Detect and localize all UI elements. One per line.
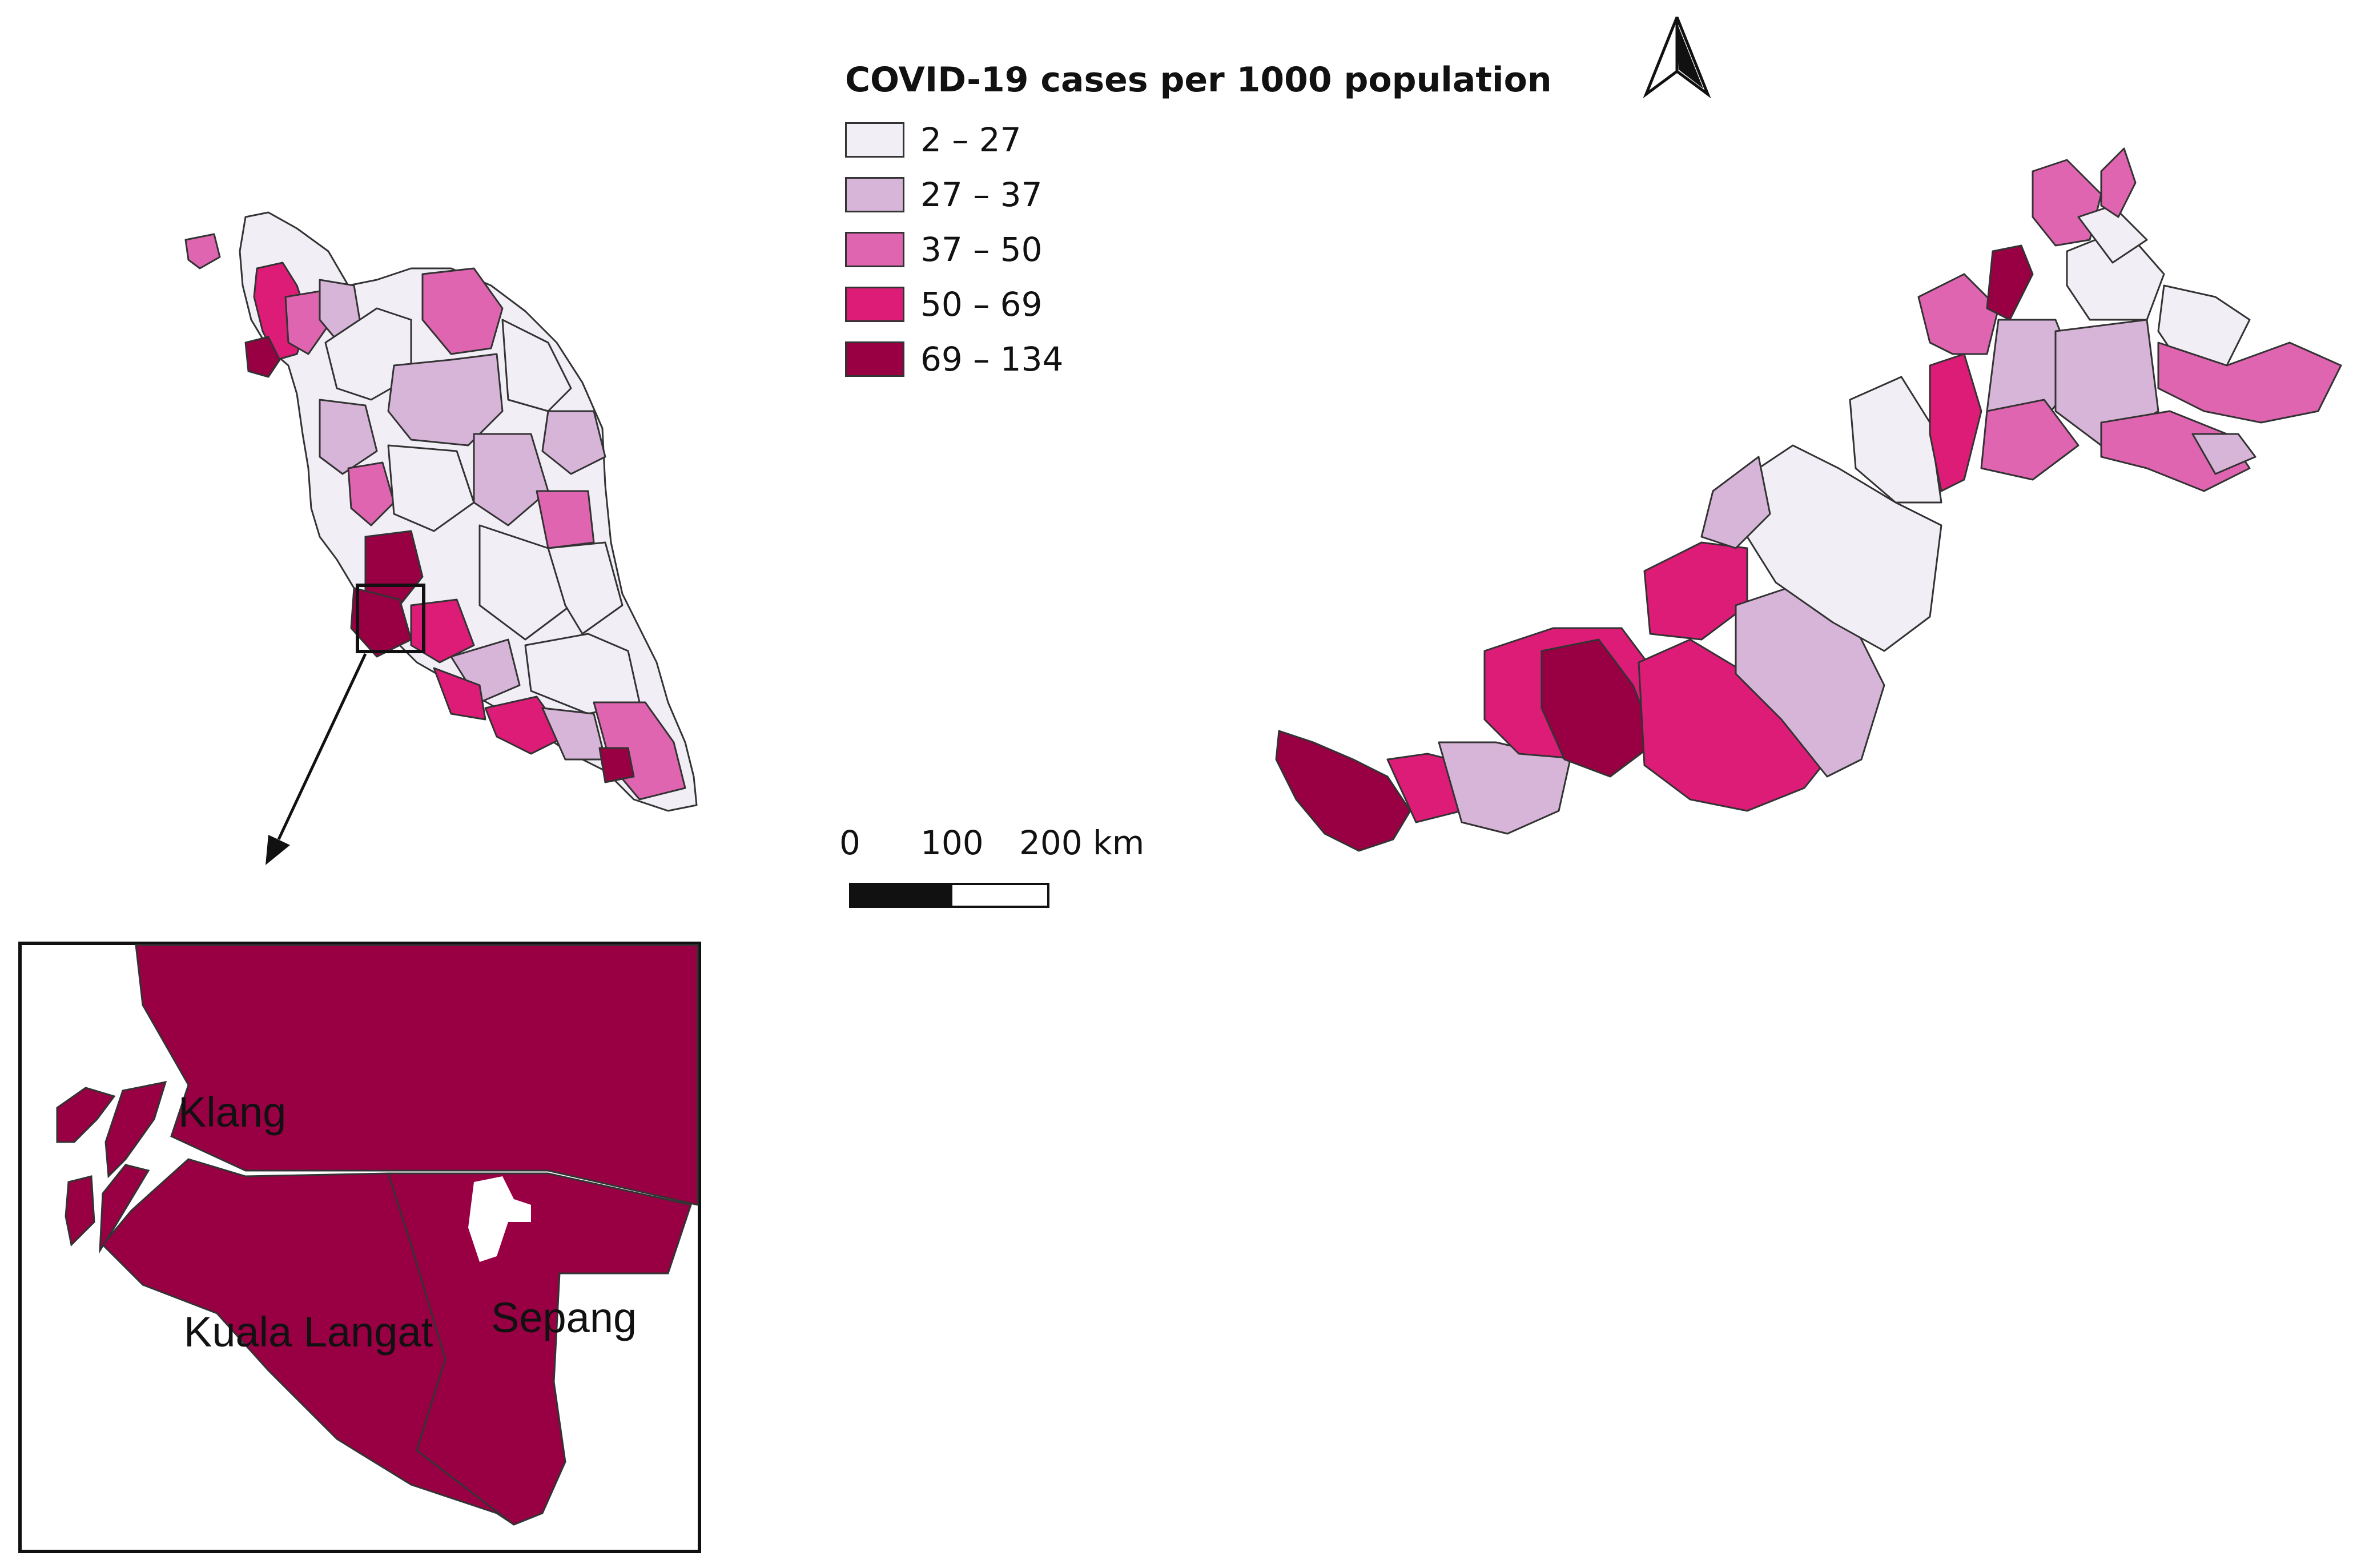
district-sabah-interior	[1929, 353, 1982, 492]
scale-label-100: 100	[920, 823, 984, 862]
inset-label-klang: Klang	[178, 1088, 287, 1136]
legend-swatch	[845, 341, 904, 377]
legend-item: 37 – 50	[845, 222, 1552, 277]
scale-label-200: 200 km	[1019, 823, 1145, 862]
legend-label: 37 – 50	[920, 230, 1043, 269]
island-langkawi	[184, 233, 221, 270]
district-sarawak-miri	[1746, 444, 1942, 652]
district-sabah-ranau	[2100, 147, 2137, 218]
district-sabah-west	[1917, 273, 2000, 355]
legend-item: 50 – 69	[845, 277, 1552, 332]
inset-label-kuala-langat: Kuala Langat	[184, 1308, 433, 1356]
district-sarawak-bintulu	[1643, 541, 1748, 641]
district-selangor-west	[350, 587, 412, 658]
district-melaka	[433, 667, 486, 721]
legend-swatch	[845, 177, 904, 212]
scale-label-0: 0	[839, 823, 860, 862]
legend-swatch	[845, 287, 904, 322]
arrow-icon	[266, 653, 367, 865]
district-sabah-beluran	[2077, 204, 2148, 264]
district-sarawak-southwest	[1275, 730, 1411, 852]
inset-island-3	[65, 1175, 95, 1247]
district-sarawak-limbang	[1849, 376, 1942, 504]
district-johor-bahru	[598, 747, 635, 783]
legend-item: 69 – 134	[845, 332, 1552, 387]
district-sarawak-coast	[1438, 741, 1571, 835]
district-perak-central	[319, 399, 378, 475]
district-sarawak-sibu	[1540, 638, 1657, 778]
district-pahang-central	[473, 433, 549, 526]
legend: COVID-19 cases per 1000 population 2 – 2…	[845, 60, 1552, 387]
district-sabah-lahad-datu	[2157, 341, 2342, 424]
district-penang	[244, 336, 281, 378]
district-pahang-north	[387, 444, 475, 532]
district-pahang-east	[547, 541, 624, 635]
inset-locator-box	[356, 584, 425, 653]
district-perak-coast	[347, 461, 395, 526]
inset-island-2	[104, 1081, 167, 1179]
scale-bar	[849, 883, 1049, 908]
district-terengganu	[541, 410, 606, 475]
legend-swatch	[845, 122, 904, 158]
district-sabah-kk	[1986, 244, 2034, 321]
district-terengganu-south	[536, 490, 595, 549]
inset-label-sepang: Sepang	[491, 1294, 637, 1341]
legend-title: COVID-19 cases per 1000 population	[845, 60, 1552, 100]
inset-white-patch	[468, 1176, 531, 1262]
east-malaysia	[1275, 147, 2342, 852]
district-kelantan-south	[387, 353, 504, 447]
legend-item: 27 – 37	[845, 167, 1552, 222]
legend-label: 69 – 134	[920, 340, 1064, 379]
district-sabah-semporna	[2191, 433, 2257, 475]
district-sabah-keningau	[1980, 399, 2080, 481]
inset-district-klang-north	[135, 944, 699, 1206]
inset-map	[18, 942, 701, 1553]
district-sabah-tawau	[2100, 410, 2251, 492]
district-kl-area	[410, 598, 475, 664]
district-kelantan	[421, 267, 504, 355]
district-pahang-south	[478, 524, 572, 641]
legend-label: 2 – 27	[920, 120, 1021, 159]
legend-swatch	[845, 232, 904, 267]
legend-label: 27 – 37	[920, 175, 1043, 214]
legend-label: 50 – 69	[920, 285, 1043, 324]
scale-bar-segment-black	[849, 883, 952, 908]
inset-island-1	[56, 1087, 116, 1143]
district-terengganu-north	[501, 319, 572, 412]
legend-item: 2 – 27	[845, 112, 1552, 167]
peninsular-malaysia	[184, 211, 698, 812]
inset-island-4	[99, 1164, 150, 1254]
scale-bar-segment-white	[950, 883, 1049, 908]
north-arrow-icon	[1643, 17, 1711, 99]
district-kedah-west	[284, 290, 329, 355]
district-sarawak-coastal-north	[1700, 456, 1771, 549]
district-sarawak-kapit	[1638, 638, 1828, 812]
inset-district-sepang	[387, 1172, 692, 1526]
